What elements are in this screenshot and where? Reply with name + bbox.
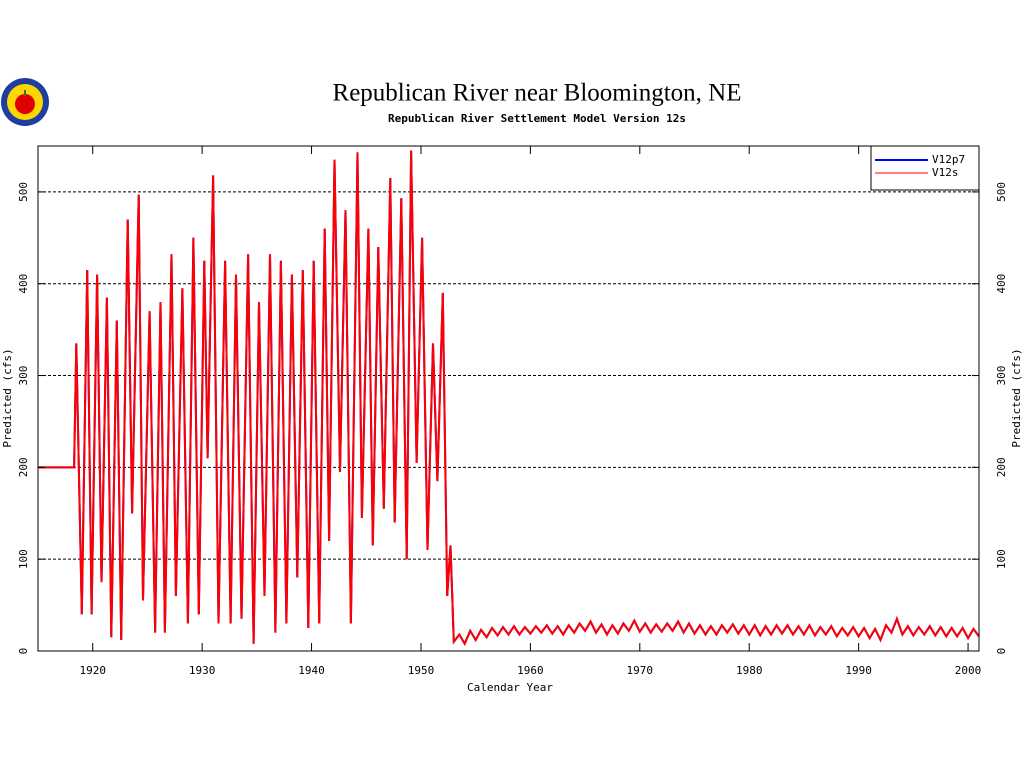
y-tick-label: 500 [17,182,30,202]
y2-axis-label: Predicted (cfs) [1010,348,1023,447]
y2-tick-label: 100 [995,549,1008,569]
chart-title: Republican River near Bloomington, NE [333,80,742,107]
legend-box [870,145,980,191]
x-tick-label: 2000 [955,664,982,677]
y2-tick-label: 200 [995,457,1008,477]
y2-tick-label: 300 [995,366,1008,386]
series-line [38,150,980,646]
plot-area [38,150,980,646]
y-axis-label: Predicted (cfs) [1,348,14,447]
y2-tick-label: 500 [995,182,1008,202]
x-tick-label: 1940 [298,664,325,677]
x-tick-label: 1920 [79,664,106,677]
y-tick-label: 0 [17,648,30,655]
logo [1,78,49,126]
x-tick-label: 1990 [845,664,872,677]
y-tick-label: 200 [17,457,30,477]
logo-stem [24,90,26,96]
y2-tick-label: 400 [995,274,1008,294]
x-tick-label: 1970 [627,664,654,677]
y-tick-label: 400 [17,274,30,294]
plot-frame [37,145,980,652]
x-tick-label: 1950 [408,664,435,677]
x-axis-label: Calendar Year [467,681,553,694]
legend-label: V12p7 [932,153,965,166]
y-tick-label: 100 [17,549,30,569]
x-tick-label: 1930 [189,664,216,677]
y2-tick-label: 0 [995,648,1008,655]
x-tick-label: 1960 [517,664,544,677]
x-tick-label: 1980 [736,664,763,677]
chart-subtitle: Republican River Settlement Model Versio… [388,112,686,125]
legend-label: V12s [932,166,959,179]
logo-apple [15,94,35,114]
y-tick-label: 300 [17,366,30,386]
